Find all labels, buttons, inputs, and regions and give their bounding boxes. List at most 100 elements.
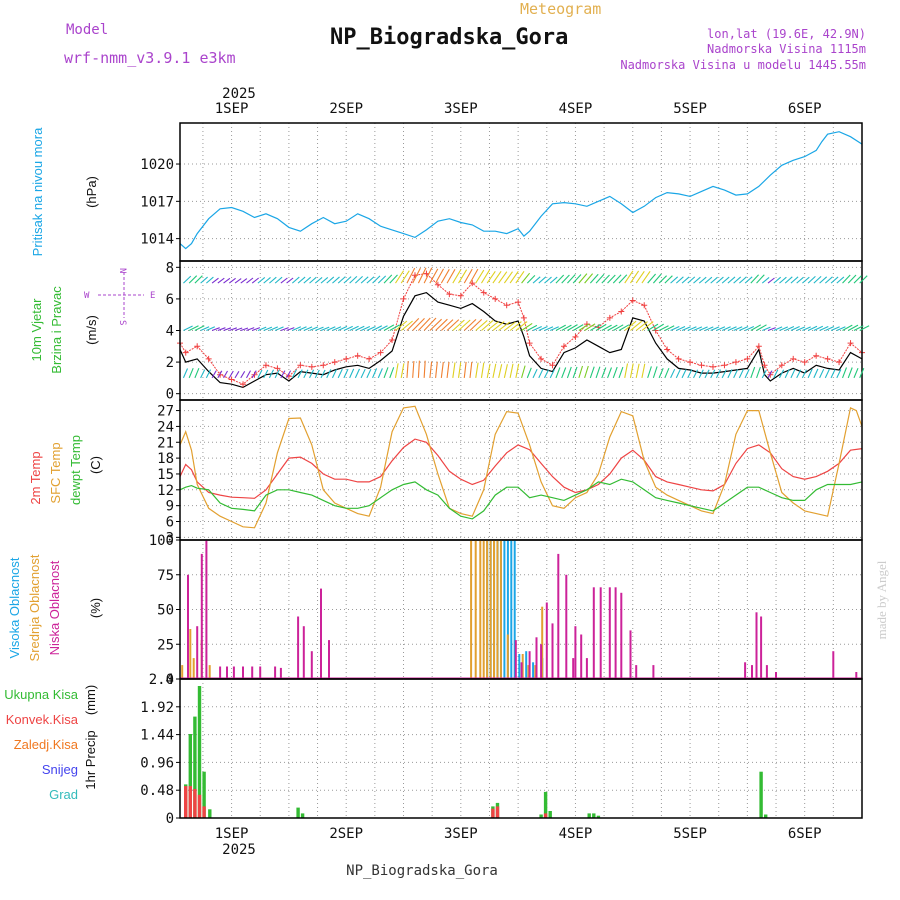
wind-vector [412, 267, 421, 284]
wind-vector [630, 320, 643, 331]
wind-vector [372, 368, 378, 379]
wind-vector [200, 326, 210, 332]
series-dewpt-temp [179, 478, 863, 520]
bar-ukupna-kisa [300, 813, 305, 818]
gust-marker [377, 349, 384, 356]
gust-marker [744, 355, 751, 362]
temp-title-2m: 2m Temp [28, 451, 43, 504]
wind-vector [314, 276, 323, 284]
wind-vector [389, 274, 398, 284]
wind-vector [521, 272, 531, 284]
wind-vector [618, 366, 624, 379]
wind-vector [354, 368, 360, 379]
wind-vector [607, 367, 613, 379]
y-tick-label: 9 [166, 499, 174, 515]
day-label: 1SEP [215, 101, 249, 117]
model-name: wrf-nmm_v3.9.1 e3km [64, 49, 236, 67]
wind-vector [544, 326, 554, 332]
bar-mid [489, 540, 492, 679]
wind-vector [802, 326, 811, 332]
wind-vector [744, 326, 755, 331]
wind-vector [676, 326, 686, 331]
wind-vector [263, 326, 273, 332]
bar-mid [493, 540, 495, 679]
wind-vector [859, 367, 865, 379]
wind-vector [515, 363, 520, 378]
y-tick-label: 24 [157, 419, 174, 435]
bar-low [557, 553, 560, 679]
wind-vector [538, 368, 544, 379]
wind-vector [847, 274, 857, 284]
wind-vector [595, 323, 607, 331]
wind-vector [830, 369, 836, 379]
wind-vector [292, 326, 302, 332]
wind-vector [217, 277, 225, 284]
wind-vector [314, 369, 320, 379]
wind-vector [750, 274, 760, 284]
series-wind-speed [179, 291, 863, 389]
wind-compass: W E N S [84, 268, 155, 325]
wind-vector [847, 367, 853, 379]
wind-vector [429, 268, 439, 284]
wind-vector [578, 323, 590, 331]
wind-vector [366, 326, 376, 331]
wind-vector [423, 360, 426, 378]
wind-vector [354, 275, 363, 284]
wind-vector [194, 367, 200, 379]
wind-vector [320, 276, 329, 284]
wind-vector [452, 319, 465, 331]
y-tick-label: 1014 [140, 232, 174, 248]
wind-vector [223, 370, 228, 379]
wind-vector [475, 319, 488, 331]
wind-vector [435, 268, 444, 284]
wind-vector [629, 363, 634, 378]
bar-konvek.kisa [495, 806, 500, 818]
wind-vector [819, 368, 825, 379]
legend-graupel: Grad [49, 787, 78, 802]
wind-vector [641, 321, 654, 331]
wind-vector [486, 321, 499, 331]
wind-vector [698, 276, 707, 284]
bar-low [545, 602, 548, 679]
wind-vector [699, 326, 708, 332]
wind-vector [675, 368, 681, 379]
wind-vector [400, 363, 405, 378]
gust-marker [515, 299, 522, 306]
day-labels-top: 1SEP 2SEP 3SEP 4SEP 5SEP 6SEP [215, 101, 822, 117]
bar-ukupna-kisa [197, 686, 202, 818]
wind-vector [240, 278, 248, 284]
wind-vector [515, 270, 525, 284]
wind-vector [721, 276, 730, 284]
day-label: 1SEP [215, 826, 249, 842]
gust-marker [618, 308, 625, 315]
y-tick-label: 0.48 [140, 783, 174, 799]
wind-vector [343, 276, 352, 284]
wind-vector [658, 275, 667, 284]
bar-low [328, 640, 330, 679]
gust-marker [228, 376, 235, 383]
gust-marker [400, 295, 407, 302]
wind-vector [452, 362, 456, 378]
wind-vector [842, 324, 853, 331]
wind-vector [395, 270, 405, 284]
gust-marker [503, 302, 510, 309]
bar-low [635, 665, 638, 679]
gust-marker [698, 362, 705, 369]
wind-vector [205, 369, 211, 379]
wind-vector [475, 269, 485, 284]
bar-ukupna-kisa [539, 814, 543, 818]
wind-vector [784, 326, 795, 331]
compass-east: E [150, 291, 155, 301]
bar-low [535, 637, 538, 679]
wind-vector [286, 370, 292, 379]
wind-vector [687, 369, 693, 379]
wind-vector [182, 368, 189, 379]
y-tick-label: 0.96 [140, 755, 174, 771]
wind-vector [635, 363, 640, 378]
gust-marker [629, 297, 636, 304]
wind-vector [206, 326, 216, 332]
day-label: 5SEP [673, 826, 707, 842]
bar-low [574, 626, 577, 679]
wind-vector [360, 326, 371, 331]
